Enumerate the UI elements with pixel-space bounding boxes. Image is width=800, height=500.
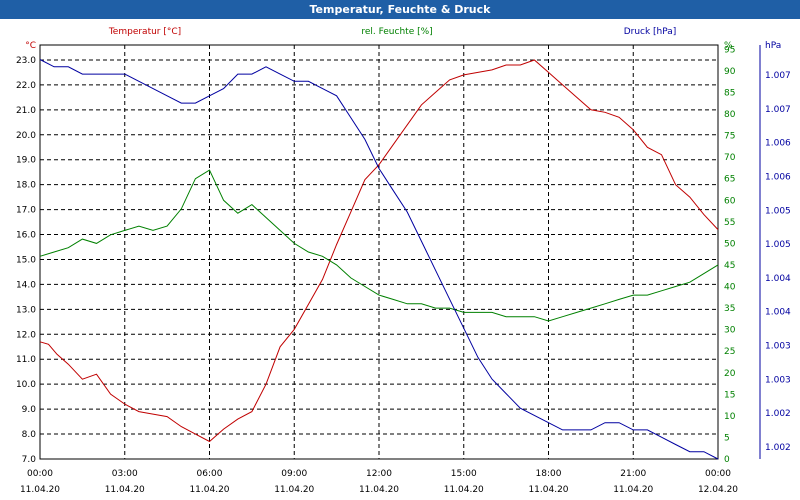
y-tick-temperature: 20.0 [16,131,36,141]
y-tick-humidity: 50 [724,239,736,249]
legend: Temperatur [°C] rel. Feuchte [%] Druck [hP… [108,27,676,37]
x-tick-date: 11.04.20 [105,485,145,495]
y-tick-humidity: 55 [724,218,735,228]
series [39,59,719,460]
x-tick-time: 21:00 [620,469,646,479]
x-tick-date: 11.04.20 [359,485,399,495]
y-tick-pressure: 1.002 [765,409,791,419]
y-tick-pressure: 1.004 [765,308,791,318]
y-tick-temperature: 21.0 [16,106,36,116]
y-tick-humidity: 40 [724,283,736,293]
series-line-temperature [39,59,719,443]
y-tick-pressure: 1.003 [765,375,791,385]
y-tick-pressure: 1.007 [765,71,791,81]
y-tick-humidity: 75 [724,132,735,142]
y-tick-temperature: 10.0 [16,380,36,390]
y-tick-temperature: 9.0 [22,405,37,415]
y-tick-humidity: 30 [724,326,736,336]
y-tick-humidity: 60 [724,196,736,206]
y-tick-temperature: 13.0 [16,305,36,315]
y-tick-humidity: 5 [724,433,730,443]
y-tick-humidity: 85 [724,88,735,98]
x-tick-time: 09:00 [281,469,307,479]
y-tick-temperature: 19.0 [16,156,36,166]
y-unit-humidity: % [724,41,733,51]
y-tick-temperature: 23.0 [16,56,36,66]
y-tick-pressure: 1.006 [765,172,791,182]
y-tick-temperature: 17.0 [16,206,36,216]
y-tick-temperature: 12.0 [16,330,36,340]
y-tick-temperature: 7.0 [22,455,37,465]
x-tick-date: 11.04.20 [613,485,653,495]
y-tick-pressure: 1.004 [765,274,791,284]
x-tick-time: 15:00 [451,469,477,479]
y-unit-temperature: °C [25,41,36,51]
x-tick-time: 00:00 [27,469,53,479]
x-tick-time: 03:00 [112,469,138,479]
x-tick-date: 11.04.20 [189,485,229,495]
y-tick-humidity: 20 [724,369,736,379]
series-line-humidity [39,169,719,322]
y-tick-temperature: 11.0 [16,355,36,365]
y-tick-pressure: 1.007 [765,105,791,115]
axes: 00:00 11.04.20 03:00 11.04.20 06:00 11.04.20 0… [16,41,791,495]
chart-title: Temperatur, Feuchte & Druck [0,0,800,19]
y-tick-humidity: 45 [724,261,735,271]
x-tick-time: 18:00 [536,469,562,479]
y-tick-pressure: 1.006 [765,139,791,149]
x-tick-date: 11.04.20 [444,485,484,495]
y-tick-humidity: 90 [724,67,736,77]
y-tick-humidity: 25 [724,347,735,357]
y-tick-temperature: 8.0 [22,430,37,440]
grid [40,45,718,459]
y-tick-humidity: 0 [724,455,730,465]
x-tick-time: 06:00 [197,469,223,479]
x-tick-date: 12.04.20 [698,485,738,495]
y-tick-humidity: 15 [724,390,735,400]
y-tick-pressure: 1.003 [765,342,791,352]
y-tick-pressure: 1.005 [765,240,791,250]
y-tick-humidity: 35 [724,304,735,314]
x-tick-time: 12:00 [366,469,392,479]
y-tick-temperature: 15.0 [16,255,36,265]
x-tick-date: 11.04.20 [274,485,314,495]
x-tick-date: 11.04.20 [528,485,568,495]
y-tick-humidity: 10 [724,412,736,422]
x-tick-time: 00:00 [705,469,731,479]
x-tick-date: 11.04.20 [20,485,60,495]
y-tick-temperature: 18.0 [16,181,36,191]
legend-label: rel. Feuchte [%] [361,27,432,37]
y-tick-temperature: 22.0 [16,81,36,91]
y-tick-humidity: 80 [724,110,736,120]
y-tick-temperature: 14.0 [16,280,36,290]
legend-label: Druck [hPa] [624,27,677,37]
y-unit-pressure: hPa [765,41,781,51]
y-tick-humidity: 95 [724,45,735,55]
y-tick-humidity: 65 [724,175,735,185]
y-tick-pressure: 1.002 [765,443,791,453]
legend-label: Temperatur [°C] [108,27,181,37]
y-tick-pressure: 1.005 [765,206,791,216]
series-line-pressure [39,59,719,460]
y-tick-humidity: 70 [724,153,736,163]
y-tick-temperature: 16.0 [16,231,36,241]
